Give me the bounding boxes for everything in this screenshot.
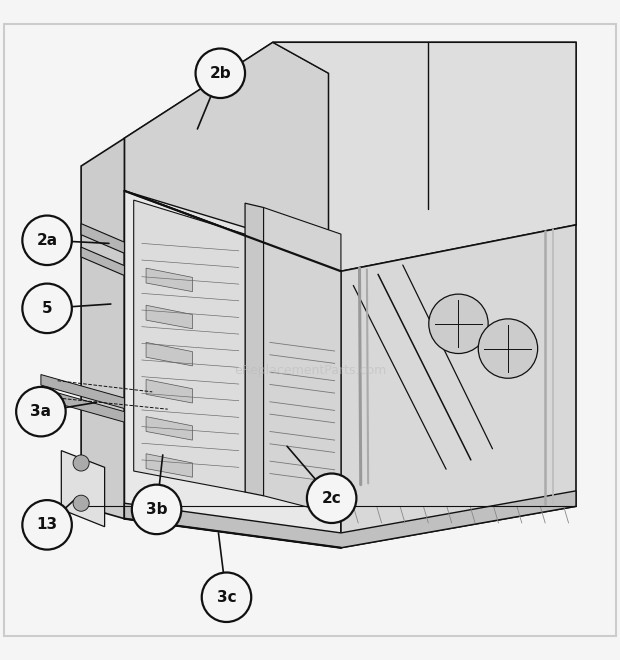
Polygon shape [146,268,192,292]
Text: 3a: 3a [30,404,51,419]
Circle shape [202,572,251,622]
Text: 3c: 3c [216,590,236,605]
Circle shape [22,284,72,333]
Polygon shape [264,207,341,515]
Text: eReplacementParts.com: eReplacementParts.com [234,364,386,377]
Polygon shape [146,343,192,366]
Circle shape [478,319,538,378]
Polygon shape [125,42,329,253]
Polygon shape [81,247,125,276]
Polygon shape [41,374,125,409]
Polygon shape [146,306,192,329]
Text: 3b: 3b [146,502,167,517]
Circle shape [429,294,488,354]
Circle shape [22,500,72,550]
Polygon shape [41,388,125,422]
Polygon shape [134,200,245,492]
Polygon shape [81,224,125,253]
Polygon shape [125,42,576,271]
Polygon shape [273,42,576,271]
Circle shape [73,495,89,512]
Polygon shape [61,451,105,527]
Polygon shape [125,491,576,548]
Text: 5: 5 [42,301,53,316]
Text: 2a: 2a [37,233,58,248]
Polygon shape [245,203,264,496]
Circle shape [73,455,89,471]
Circle shape [307,473,356,523]
Text: 2c: 2c [322,491,342,506]
Circle shape [195,49,245,98]
Circle shape [132,484,181,534]
Text: 13: 13 [37,517,58,533]
Polygon shape [146,453,192,477]
Polygon shape [146,379,192,403]
Circle shape [16,387,66,436]
Polygon shape [146,416,192,440]
Polygon shape [125,191,341,548]
Circle shape [22,216,72,265]
Text: 2b: 2b [210,66,231,81]
Polygon shape [341,225,576,548]
Polygon shape [81,138,125,519]
